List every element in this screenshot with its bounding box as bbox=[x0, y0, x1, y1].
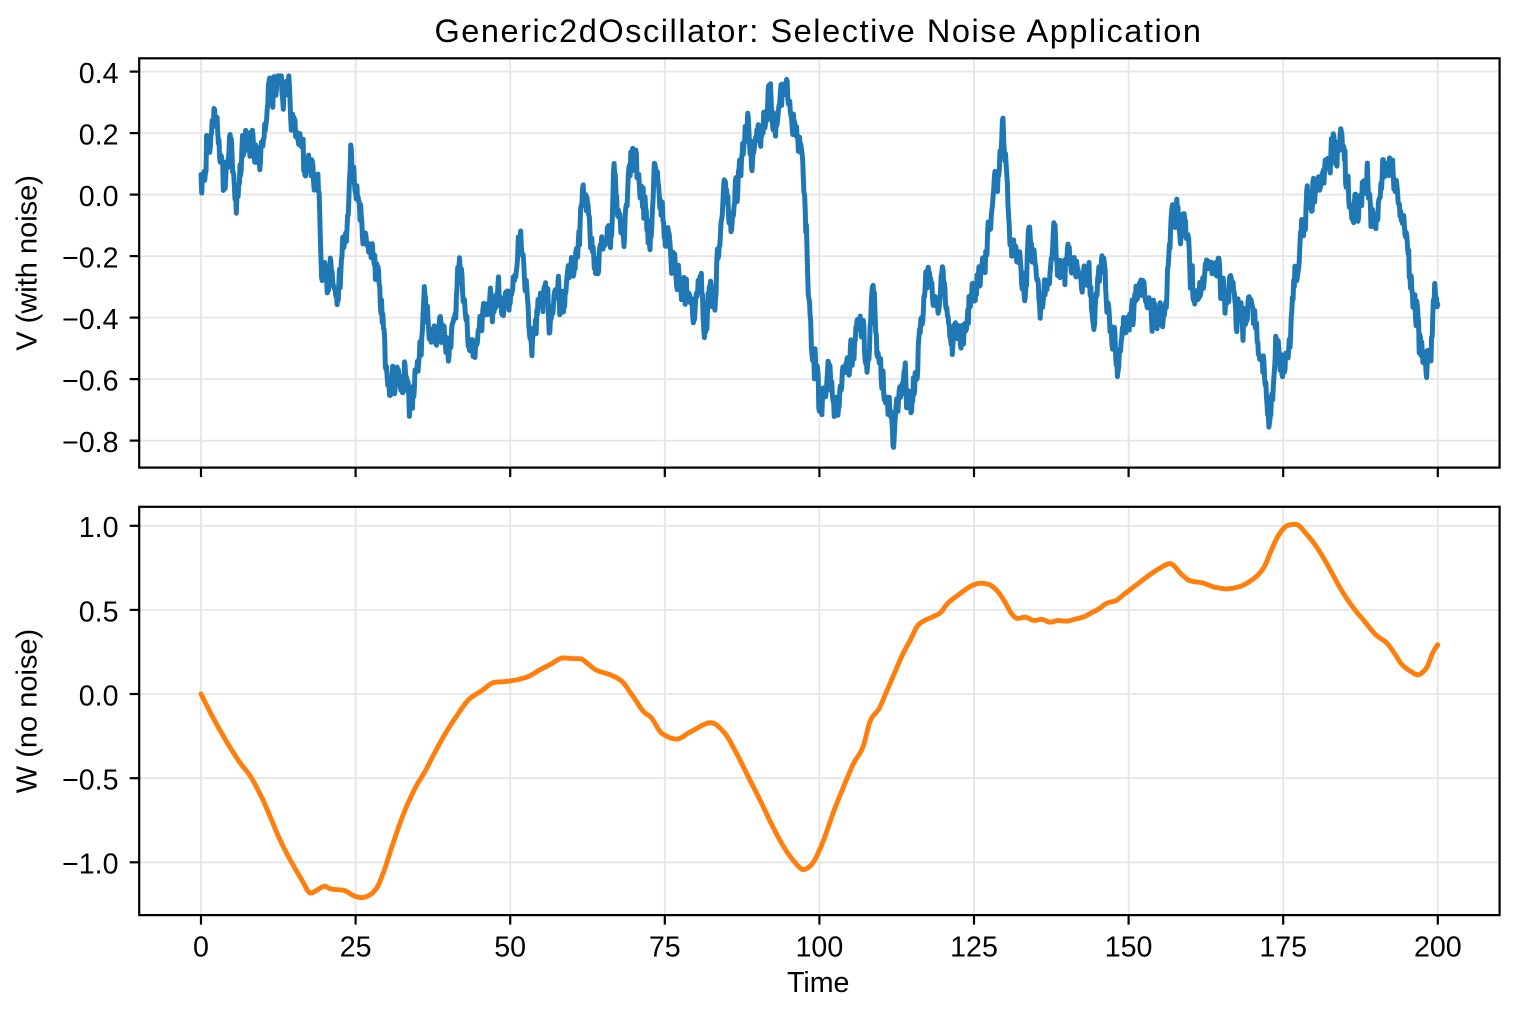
svg-text:W (no noise): W (no noise) bbox=[12, 629, 44, 793]
svg-text:−0.8: −0.8 bbox=[62, 427, 118, 459]
svg-text:50: 50 bbox=[494, 931, 526, 963]
svg-text:0.0: 0.0 bbox=[79, 181, 119, 213]
svg-text:175: 175 bbox=[1259, 931, 1307, 963]
svg-text:1.0: 1.0 bbox=[79, 512, 119, 544]
svg-text:−0.5: −0.5 bbox=[62, 765, 118, 797]
svg-text:150: 150 bbox=[1105, 931, 1153, 963]
svg-text:0.4: 0.4 bbox=[79, 58, 119, 90]
svg-text:75: 75 bbox=[649, 931, 681, 963]
svg-text:0.5: 0.5 bbox=[79, 596, 119, 628]
svg-text:V (with noise): V (with noise) bbox=[12, 175, 44, 351]
svg-text:Generic2dOscillator: Selective: Generic2dOscillator: Selective Noise App… bbox=[434, 13, 1202, 49]
svg-text:−0.4: −0.4 bbox=[62, 304, 119, 336]
svg-text:−1.0: −1.0 bbox=[62, 849, 118, 881]
svg-text:−0.6: −0.6 bbox=[62, 366, 118, 398]
svg-text:0.0: 0.0 bbox=[79, 680, 119, 712]
svg-text:200: 200 bbox=[1414, 931, 1462, 963]
svg-text:Time: Time bbox=[787, 967, 849, 999]
svg-text:100: 100 bbox=[796, 931, 844, 963]
svg-text:125: 125 bbox=[950, 931, 998, 963]
svg-text:0.2: 0.2 bbox=[79, 120, 119, 152]
svg-text:25: 25 bbox=[340, 931, 372, 963]
svg-text:−0.2: −0.2 bbox=[62, 243, 118, 275]
svg-text:0: 0 bbox=[193, 931, 209, 963]
